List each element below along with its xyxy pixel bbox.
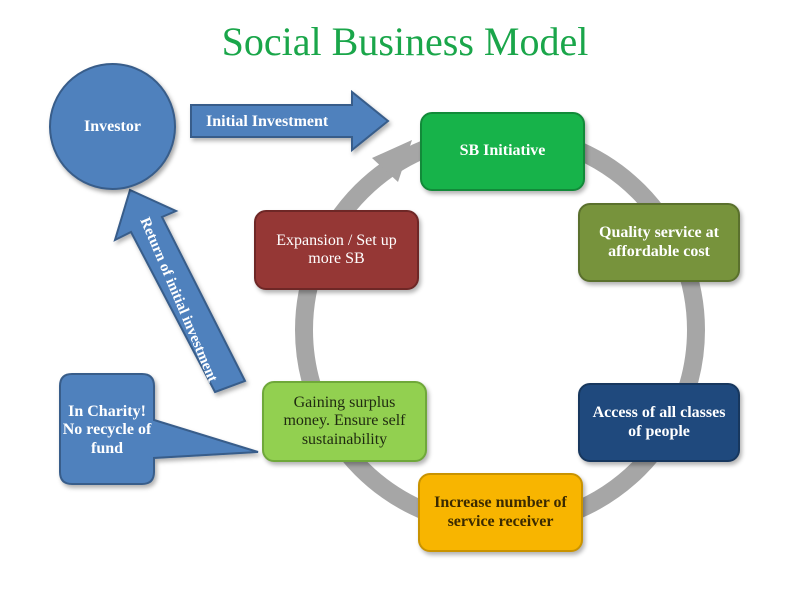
charity-callout-text: In Charity! No recycle of fund bbox=[62, 402, 152, 457]
page-title: Social Business Model bbox=[221, 19, 589, 64]
expansion-node: Expansion / Set up more SB bbox=[254, 210, 419, 290]
access-node: Access of all classes of people bbox=[578, 383, 740, 462]
gaining-surplus-node: Gaining surplus money. Ensure self susta… bbox=[262, 381, 427, 462]
return-arrow-shape bbox=[113, 188, 247, 394]
quality-service-node: Quality service at affordable cost bbox=[578, 203, 740, 282]
initial-investment-label: Initial Investment bbox=[206, 113, 329, 130]
investor-node: Investor bbox=[49, 63, 176, 190]
sb-initiative-node: SB Initiative bbox=[420, 112, 585, 191]
increase-node: Increase number of service receiver bbox=[418, 473, 583, 552]
charity-callout bbox=[59, 373, 259, 485]
cycle-ring bbox=[295, 125, 705, 535]
cycle-arrowhead bbox=[372, 140, 412, 182]
initial-investment-arrow bbox=[190, 89, 390, 153]
